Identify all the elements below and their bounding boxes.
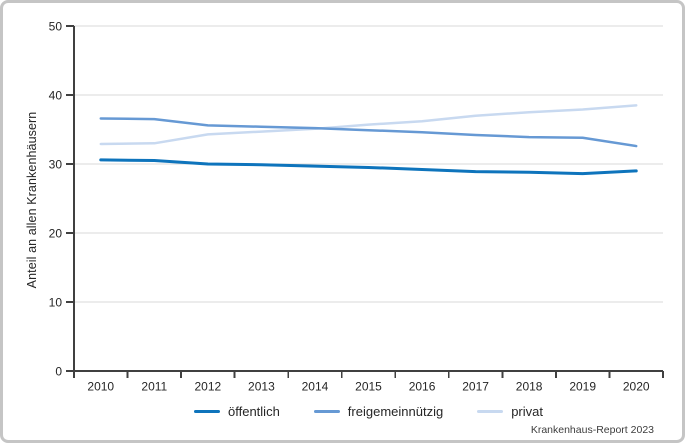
x-tick-label-2018: 2018	[516, 380, 543, 394]
series-line-oeffentlich	[99, 158, 638, 176]
y-tick-label: 0	[55, 365, 62, 379]
x-tick-label-2019: 2019	[569, 380, 596, 394]
x-tick-label-2010: 2010	[87, 380, 114, 394]
x-tick-label-2014: 2014	[302, 380, 329, 394]
y-tick-label: 10	[49, 296, 63, 310]
legend-label-freigemeinnuetzig: freigemeinnützig	[347, 403, 444, 419]
y-tick-label: 20	[49, 227, 63, 241]
series-line-freigemeinnuetzig	[99, 117, 638, 148]
legend-item-privat: privat	[477, 404, 543, 419]
legend-item-freigemeinnuetzig: freigemeinnützig	[313, 403, 444, 419]
x-tick-label-2020: 2020	[623, 380, 650, 394]
legend-item-oeffentlich: öffentlich	[194, 404, 280, 419]
legend-label-oeffentlich: öffentlich	[228, 403, 280, 419]
legend-label-privat: privat	[511, 403, 543, 419]
y-tick-label: 40	[49, 89, 63, 103]
x-tick-label-2015: 2015	[355, 380, 382, 394]
series-line-privat	[99, 104, 638, 146]
x-tick-label-2013: 2013	[248, 380, 275, 394]
y-axis-title: Anteil an allen Krankenhäusern	[25, 111, 39, 289]
x-tick-label-2016: 2016	[409, 380, 436, 394]
legend-line-swatch-privat	[477, 409, 504, 413]
line-chart: 0 10 20 30 40 50 2010 2011 2012 2013 2014 2015 2016 2…	[49, 20, 664, 394]
x-tick-label-2017: 2017	[462, 380, 489, 394]
x-tick-label-2011: 2011	[141, 380, 167, 394]
legend: öffentlich freigemeinnützig privat	[74, 403, 663, 419]
y-tick-label: 50	[49, 20, 63, 34]
y-tick-label: 30	[49, 158, 63, 172]
source-caption: Krankenhaus-Report 2023	[530, 424, 654, 436]
legend-line-swatch-freigemeinnuetzig	[313, 409, 340, 413]
legend-line-swatch-oeffentlich	[194, 409, 220, 413]
axis-lines	[73, 26, 663, 372]
x-tick-label-2012: 2012	[195, 380, 222, 394]
